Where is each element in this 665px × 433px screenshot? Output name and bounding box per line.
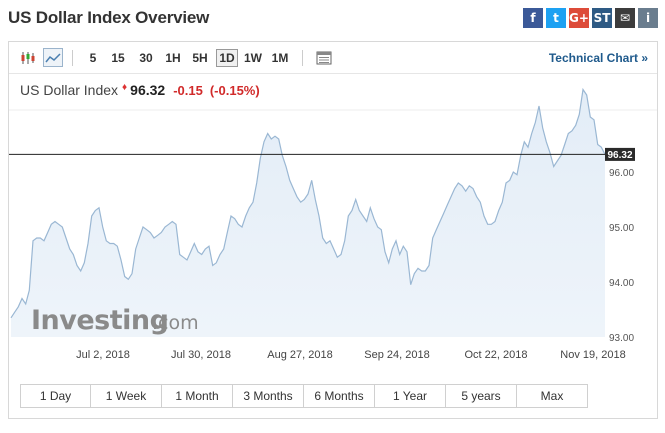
instrument-name: US Dollar Index [20,82,119,98]
area-chart-icon[interactable] [43,48,63,67]
candlestick-chart-icon[interactable] [18,48,38,67]
last-price-tag-label: 96.32 [607,150,632,161]
x-tick-label: Jul 2, 2018 [76,349,130,361]
y-tick-label: 93.00 [609,333,634,344]
interval-1d[interactable]: 1D [216,49,238,67]
x-tick-label: Aug 27, 2018 [267,349,332,361]
info-icon[interactable]: i [638,8,658,28]
interval-5[interactable]: 5 [89,51,97,65]
price-chart[interactable]: Investing .com 96.32 96.00 95.00 94.00 93.0… [9,42,657,382]
range-button[interactable]: 5 years [446,385,517,407]
last-price: 96.32 [130,82,166,98]
down-arrow-icon: ♦ [122,82,128,93]
range-button[interactable]: Max [540,389,564,403]
y-axis: 96.00 95.00 94.00 93.00 [609,168,634,344]
interval-30[interactable]: 30 [139,51,153,65]
range-button[interactable]: 1 Day [21,385,91,407]
twitter-icon[interactable]: t [546,8,566,28]
x-tick-label: Nov 19, 2018 [560,349,625,361]
interval-1w[interactable]: 1W [244,51,262,65]
share-bar: f t G+ ST ✉ i [523,8,658,28]
header: US Dollar Index Overview f t G+ ST ✉ i [8,8,658,30]
investing-watermark: Investing .com [31,305,199,336]
x-tick-label: Sep 24, 2018 [364,349,429,361]
toolbar-divider [302,50,303,66]
y-tick-label: 96.00 [609,168,634,179]
range-button[interactable]: 1 Week [91,385,162,407]
interval-1m[interactable]: 1M [271,51,289,65]
google-plus-icon[interactable]: G+ [569,8,589,28]
range-button[interactable]: 6 Months [304,385,375,407]
toolbar-divider [72,50,73,66]
x-tick-label: Jul 30, 2018 [171,349,231,361]
quote-line: US Dollar Index ♦ 96.32 -0.15 (-0.15%) [20,82,260,100]
range-selector: 1 Day 1 Week 1 Month 3 Months 6 Months 1 Year… [20,384,588,408]
last-price-tag-bg [605,147,635,161]
technical-chart-link[interactable]: Technical Chart » [548,51,648,65]
price-area [11,89,605,337]
y-tick-label: 94.00 [609,278,634,289]
email-icon[interactable]: ✉ [615,8,635,28]
table-view-icon[interactable] [314,48,334,67]
last-price-tag: 96.32 [605,147,635,161]
range-button[interactable]: 1 Month [162,385,233,407]
price-line [10,87,606,319]
range-button[interactable]: 3 Months [233,385,304,407]
price-change-percent: (-0.15%) [209,83,260,98]
y-tick-label: 95.00 [609,223,634,234]
stocktwits-icon[interactable]: ST [592,8,612,28]
chart-widget: 5 15 30 1H 5H 1D 1W 1M Technical Chart » [8,41,658,419]
range-button[interactable]: 1 Year [375,385,446,407]
watermark-brand: Investing [31,305,168,336]
interval-5h[interactable]: 5H [192,51,208,65]
page-title: US Dollar Index Overview [8,8,210,27]
x-axis: Jul 2, 2018 Jul 30, 2018 Aug 27, 2018 Sep 2… [76,349,626,361]
interval-15[interactable]: 15 [111,51,125,65]
interval-1h[interactable]: 1H [165,51,181,65]
chart-toolbar: 5 15 30 1H 5H 1D 1W 1M Technical Chart » [9,42,657,74]
x-tick-label: Oct 22, 2018 [465,349,528,361]
watermark-suffix: .com [152,312,199,334]
facebook-icon[interactable]: f [523,8,543,28]
price-change: -0.15 [173,83,203,98]
